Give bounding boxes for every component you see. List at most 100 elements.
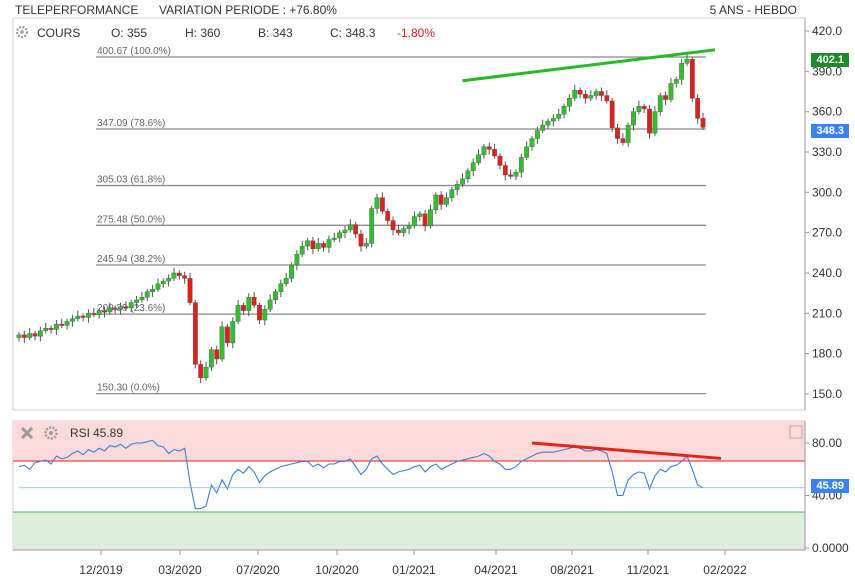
candle <box>80 313 86 322</box>
candle <box>64 318 70 330</box>
candle <box>192 299 198 369</box>
candle <box>208 346 214 372</box>
candle <box>604 90 610 104</box>
fibonacci-levels: 400.67 (100.0%) 347.09 (78.6%) 305.03 (61.… <box>96 46 706 395</box>
candle <box>48 325 54 334</box>
candle <box>625 122 631 147</box>
candle <box>374 193 380 214</box>
price-label: COURS <box>37 26 81 40</box>
x-tick-label: 02/2022 <box>703 563 747 577</box>
candle <box>577 87 583 99</box>
candle <box>673 76 679 88</box>
candle <box>150 285 155 298</box>
rsi-panel-toggle[interactable] <box>789 425 803 439</box>
candle <box>540 119 546 134</box>
price-y-tick-label: 420.0 <box>812 24 842 38</box>
rsi-line <box>18 439 704 510</box>
candle <box>187 273 193 306</box>
candle <box>273 289 278 304</box>
candle <box>257 302 262 325</box>
candle <box>513 169 519 181</box>
price-y-tick-label: 210.0 <box>812 306 842 320</box>
candle <box>128 299 134 312</box>
candle <box>679 59 685 85</box>
candle <box>417 211 423 221</box>
fib-level-label: 400.67 (100.0%) <box>97 46 171 57</box>
candle <box>54 320 59 335</box>
candle <box>689 56 695 103</box>
candle <box>567 94 572 112</box>
candle <box>75 310 81 322</box>
fib-level-label: 305.03 (61.8%) <box>97 175 165 186</box>
candle <box>363 238 369 249</box>
candle <box>631 107 636 131</box>
gear-icon[interactable] <box>15 25 29 39</box>
candle <box>508 169 514 179</box>
period-label[interactable]: 5 ANS - HEBDO <box>709 3 797 17</box>
candle <box>315 238 321 252</box>
price-y-tick-label: 150.0 <box>812 387 842 401</box>
candle <box>353 221 359 239</box>
x-axis: 12/2019 03/2020 07/2020 10/2020 01/2021 04/20… <box>79 550 747 577</box>
candle <box>283 273 289 287</box>
candle <box>326 235 332 253</box>
candle <box>481 143 487 159</box>
open-value: O: 355 <box>111 26 148 40</box>
candle <box>246 293 252 317</box>
fib-level-label: 275.48 (50.0%) <box>97 214 165 225</box>
candle <box>385 208 391 225</box>
candle <box>267 294 273 312</box>
candle <box>310 236 316 255</box>
candle <box>497 153 503 170</box>
price-y-axis: 420.0 390.0 360.0 330.0 300.0 270.0 240.0 210.0… <box>805 24 842 401</box>
candle <box>438 190 444 210</box>
x-tick-label: 08/2021 <box>550 563 594 577</box>
candle <box>652 106 658 136</box>
candle <box>230 317 236 349</box>
last-close-badge: 348.3 <box>811 124 849 138</box>
rsi-y-tick-label: 80.00 <box>812 436 842 450</box>
candle <box>331 232 337 243</box>
candle <box>492 143 497 159</box>
rsi-trendline <box>531 441 722 460</box>
candle <box>86 309 91 323</box>
candle <box>225 324 230 347</box>
candle <box>305 238 310 251</box>
rsi-oversold-zone <box>13 512 805 550</box>
candle <box>59 318 65 329</box>
candle <box>620 133 626 146</box>
candle <box>406 221 412 235</box>
candle <box>502 161 508 181</box>
rsi-gear-icon[interactable] <box>44 426 58 440</box>
candle <box>43 322 49 334</box>
candle <box>695 94 701 124</box>
candle <box>171 267 177 282</box>
candle <box>358 229 364 252</box>
close-icon[interactable] <box>20 426 34 440</box>
candle <box>401 225 407 237</box>
candle <box>102 306 107 318</box>
candle <box>203 361 209 381</box>
candle <box>545 118 551 130</box>
high-value: H: 360 <box>185 26 221 40</box>
candle <box>155 278 161 292</box>
candles <box>16 53 706 384</box>
candle <box>412 211 417 229</box>
candle <box>91 307 97 318</box>
candle <box>118 302 123 315</box>
candle <box>668 78 674 103</box>
variation-text: VARIATION PERIODE : +76.80% <box>159 3 337 17</box>
candle <box>160 278 166 288</box>
fib-level-label: 245.94 (38.2%) <box>97 254 165 265</box>
rsi-value: 45.89 <box>93 426 124 440</box>
candle <box>534 126 540 144</box>
fib-level-label: 150.30 (0.0%) <box>97 383 160 394</box>
candle <box>182 271 188 284</box>
candle <box>615 123 620 144</box>
change-value: -1.80% <box>397 26 436 40</box>
candle <box>556 108 562 122</box>
candle <box>144 289 150 302</box>
candle <box>96 307 102 319</box>
candle <box>198 360 204 384</box>
